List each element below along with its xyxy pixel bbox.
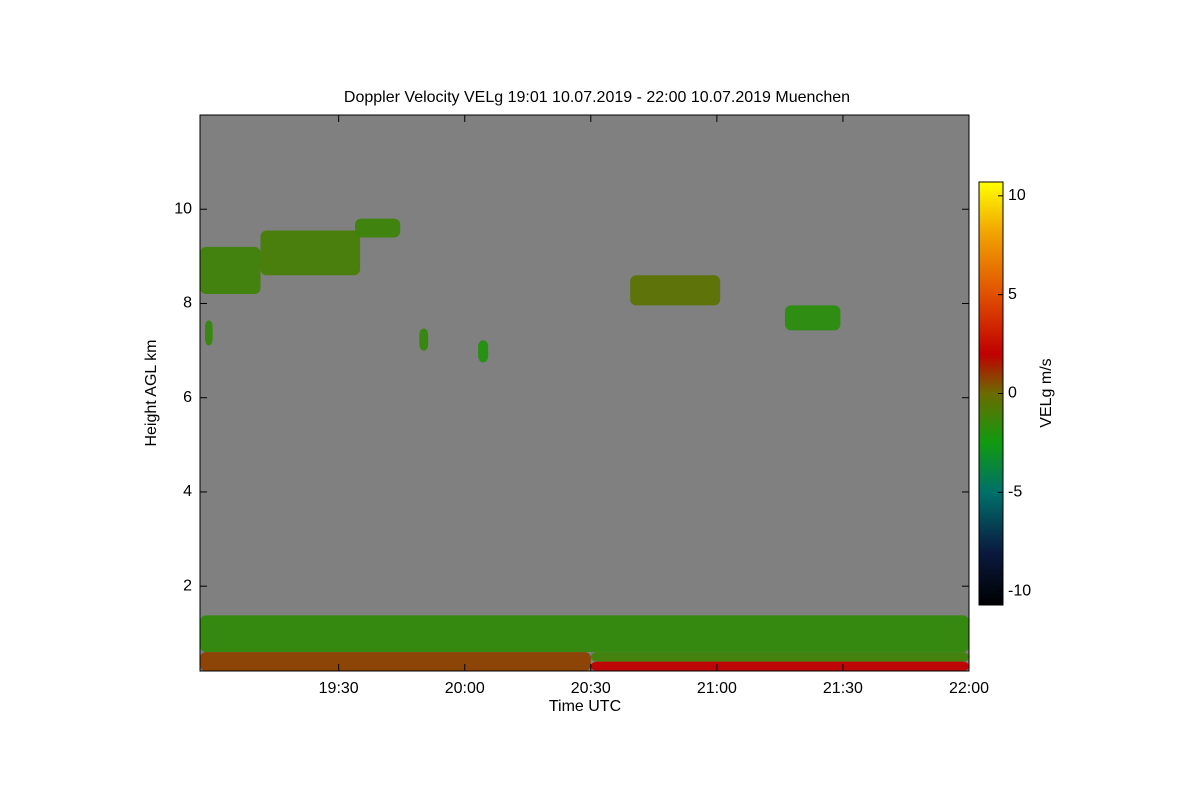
x-tick-label: 21:00 (697, 680, 737, 697)
colorbar-tick-label: 5 (1008, 286, 1017, 303)
heatmap-cell (355, 218, 401, 238)
y-tick-label: 10 (174, 200, 192, 217)
colorbar-tick-label: -10 (1008, 582, 1031, 599)
x-tick-label: 19:30 (319, 680, 359, 697)
x-axis-label: Time UTC (549, 698, 621, 715)
x-tick-label: 20:00 (445, 680, 485, 697)
x-tick-label: 21:30 (823, 680, 863, 697)
heatmap-cell (200, 615, 969, 653)
colorbar-tick-label: -5 (1008, 484, 1022, 501)
heatmap-cell (478, 340, 489, 363)
chart-title: Doppler Velocity VELg 19:01 10.07.2019 -… (344, 89, 850, 106)
x-tick-label: 20:30 (571, 680, 611, 697)
heatmap-cell (590, 661, 969, 671)
plot-background (200, 115, 969, 671)
plot-frame (199, 114, 970, 672)
y-tick-label: 4 (183, 483, 192, 500)
colorbar-label: VELg m/s (1038, 358, 1055, 427)
colorbar-tick-label: 10 (1008, 187, 1026, 204)
x-tick-label: 22:00 (949, 680, 989, 697)
y-tick-label: 2 (183, 577, 192, 594)
heatmap-cell (419, 328, 429, 351)
heatmap-cell (630, 275, 721, 306)
y-tick-label: 6 (183, 389, 192, 406)
heatmap-cell (260, 230, 361, 276)
heatmap-cell (590, 652, 969, 662)
heatmap-cell (200, 652, 591, 671)
y-tick-label: 8 (183, 295, 192, 312)
heatmap-cell (200, 246, 261, 295)
heatmap-cell (205, 320, 213, 346)
y-axis-label: Height AGL km (143, 339, 160, 446)
colorbar-tick-label: 0 (1008, 385, 1017, 402)
heatmap-cell (784, 305, 841, 331)
